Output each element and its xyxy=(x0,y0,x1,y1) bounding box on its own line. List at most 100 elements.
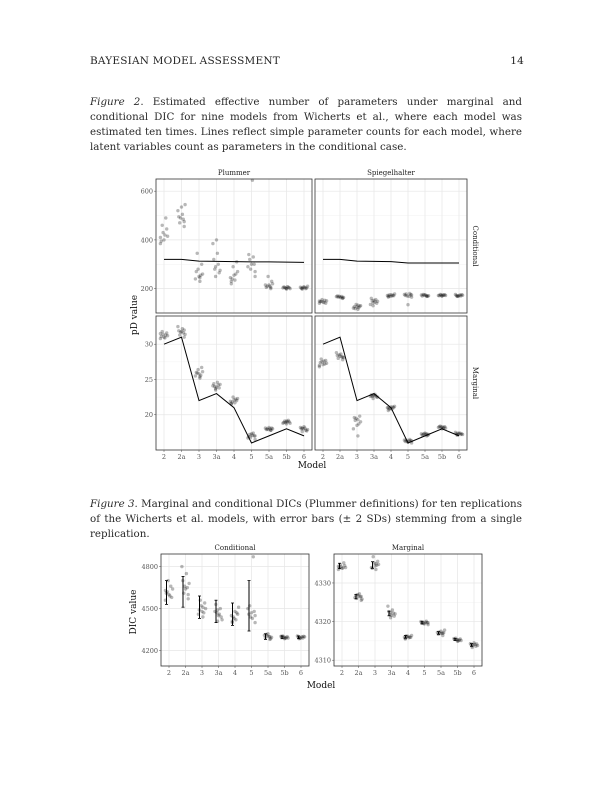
data-point xyxy=(475,642,479,646)
data-point xyxy=(165,334,170,338)
data-point xyxy=(180,564,184,569)
data-point xyxy=(286,285,290,289)
data-point xyxy=(214,602,218,607)
data-point xyxy=(404,634,408,638)
data-point xyxy=(280,635,284,639)
data-point xyxy=(186,597,190,601)
data-point xyxy=(436,293,441,298)
data-point xyxy=(198,279,202,284)
data-point xyxy=(263,283,268,287)
x-tick-label: 3a xyxy=(212,453,220,461)
data-point xyxy=(389,293,393,297)
data-point xyxy=(230,277,234,281)
data-point xyxy=(385,405,390,410)
data-point xyxy=(426,622,430,627)
data-point xyxy=(233,609,237,614)
data-point xyxy=(229,402,233,406)
data-point xyxy=(250,433,255,437)
data-point xyxy=(184,571,189,576)
data-point xyxy=(368,394,373,399)
data-point xyxy=(201,615,205,619)
data-point xyxy=(419,432,424,436)
data-point xyxy=(426,432,431,437)
data-point xyxy=(458,293,462,297)
data-point xyxy=(270,426,274,430)
data-point xyxy=(390,294,394,298)
data-point xyxy=(236,612,240,616)
data-point xyxy=(193,277,198,281)
data-point xyxy=(442,293,446,297)
y-tick-label: 30 xyxy=(145,341,153,349)
data-point xyxy=(369,565,374,570)
data-point xyxy=(212,257,216,262)
data-point xyxy=(317,299,322,303)
data-point xyxy=(391,611,395,615)
data-point xyxy=(212,382,216,386)
data-point xyxy=(231,615,235,619)
data-point xyxy=(246,606,250,611)
data-point xyxy=(248,257,252,262)
data-point xyxy=(357,592,362,596)
data-point xyxy=(230,620,234,625)
data-point xyxy=(442,631,446,635)
figure-3-chart: 4200 4500 4800 2 2a 3 3a 4 5 5a 5b 6 Conditional 4310… xyxy=(129,544,483,691)
x-tick-label: 5a xyxy=(437,669,445,677)
data-point xyxy=(282,635,287,639)
data-point xyxy=(199,373,203,377)
data-point xyxy=(194,269,198,274)
data-point xyxy=(374,297,378,302)
data-point xyxy=(321,362,325,367)
figure-3-label: Figure 3 xyxy=(90,498,135,510)
data-point xyxy=(424,432,428,437)
data-point xyxy=(392,405,396,410)
data-point xyxy=(406,634,410,638)
data-point xyxy=(165,331,169,335)
data-point xyxy=(269,428,273,432)
data-point xyxy=(286,418,290,423)
data-point xyxy=(215,619,220,623)
data-point xyxy=(163,336,167,340)
data-point xyxy=(265,427,269,431)
data-point xyxy=(181,578,185,583)
data-point xyxy=(459,638,463,643)
data-point xyxy=(389,405,393,409)
data-point xyxy=(301,427,305,431)
data-point xyxy=(213,267,217,271)
data-point xyxy=(161,230,165,235)
data-point xyxy=(235,611,239,615)
data-point xyxy=(301,636,305,640)
data-point xyxy=(324,301,328,305)
data-point xyxy=(170,587,175,591)
data-point xyxy=(163,598,168,602)
data-point xyxy=(182,219,186,224)
data-point xyxy=(420,621,424,625)
data-point xyxy=(249,262,254,266)
data-point xyxy=(302,284,306,289)
x-tick-label: 2a xyxy=(181,669,189,677)
data-point xyxy=(375,301,379,305)
data-point xyxy=(281,635,286,639)
data-point xyxy=(215,251,220,256)
data-point xyxy=(281,421,285,425)
data-point xyxy=(388,616,393,620)
data-point xyxy=(183,332,187,337)
data-point xyxy=(234,618,238,622)
data-point xyxy=(456,294,460,298)
data-point xyxy=(336,356,340,361)
parameter-count-line xyxy=(163,336,305,444)
data-point xyxy=(370,394,374,399)
data-point xyxy=(356,307,360,312)
data-point xyxy=(341,566,345,570)
data-point xyxy=(182,591,186,595)
data-point xyxy=(456,639,461,643)
parameter-count-line xyxy=(322,336,460,444)
y-axis-label: DIC value xyxy=(129,590,139,635)
data-point xyxy=(229,401,233,406)
data-point xyxy=(336,564,341,569)
data-point xyxy=(374,567,378,572)
data-point xyxy=(403,636,407,640)
running-header-title: BAYESIAN MODEL ASSESSMENT xyxy=(90,55,280,67)
data-point xyxy=(247,612,251,616)
data-point xyxy=(160,329,164,334)
data-point xyxy=(440,294,444,298)
